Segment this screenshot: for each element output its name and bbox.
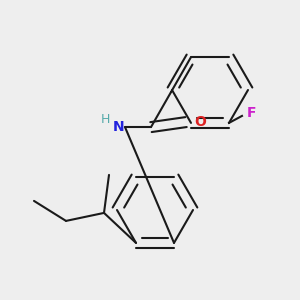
Text: N: N <box>113 120 125 134</box>
Text: O: O <box>194 115 206 129</box>
Text: H: H <box>100 112 110 126</box>
Text: F: F <box>247 106 256 120</box>
